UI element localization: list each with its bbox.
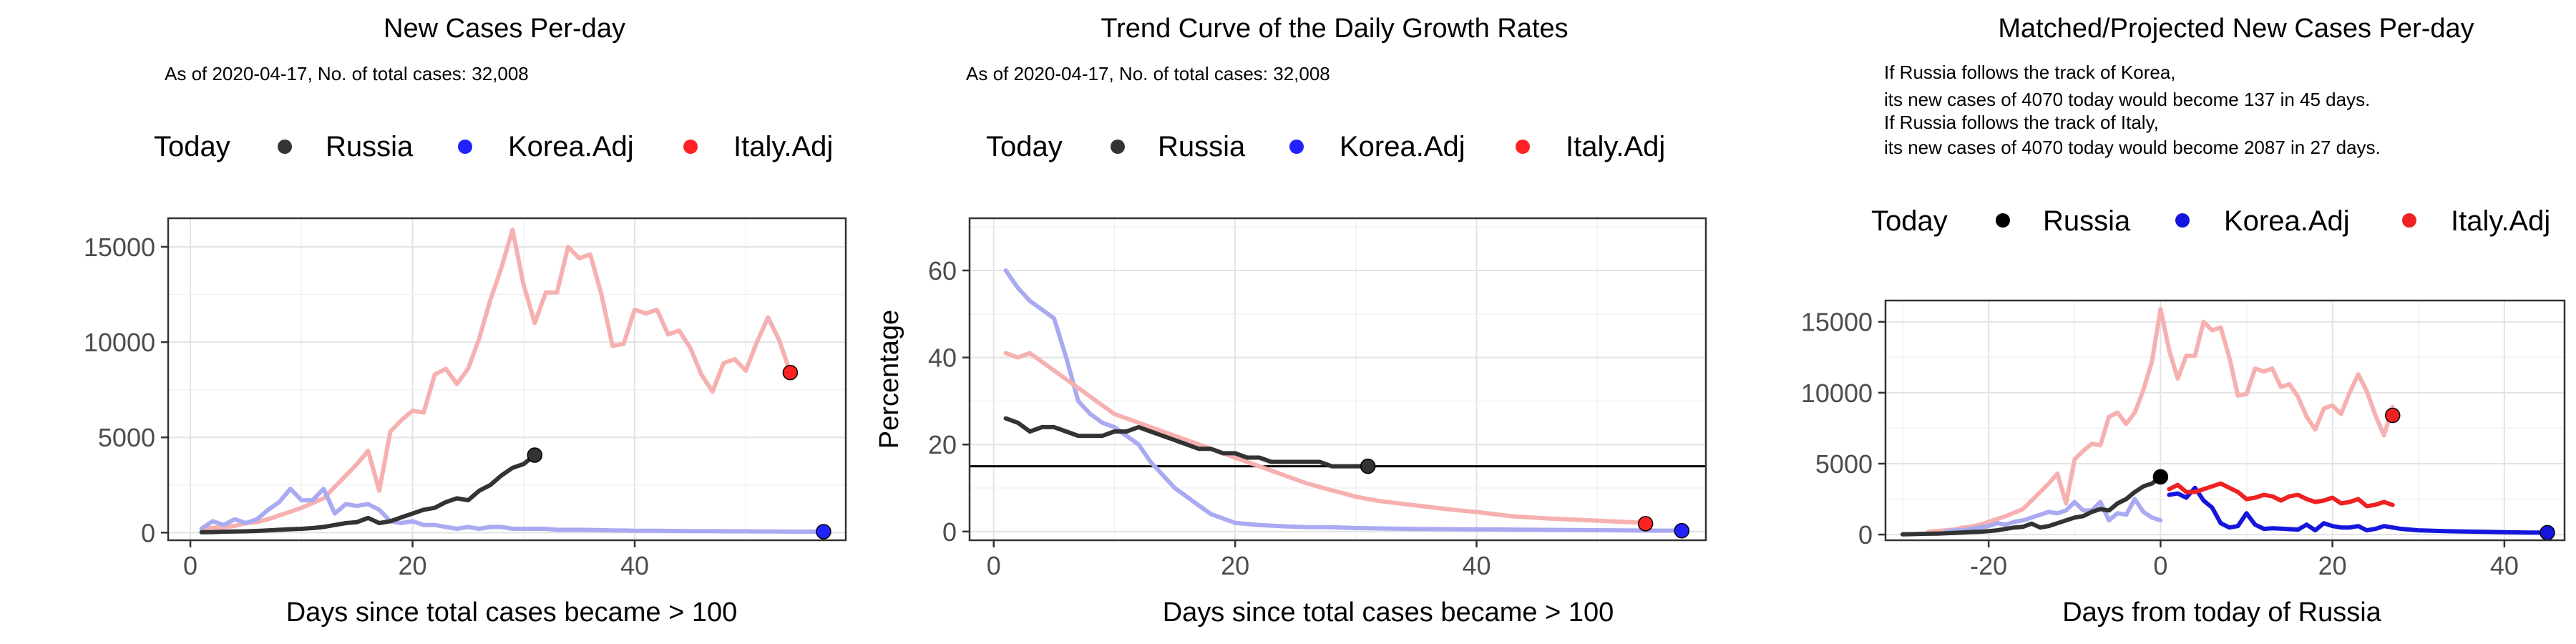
- today-point-italy-adj: [1637, 516, 1654, 532]
- x-tick-label: 20: [1221, 551, 1249, 580]
- legend: Today Russia Korea.Adj Italy.Adj: [986, 131, 1665, 162]
- today-point-korea-adj: [1674, 522, 1690, 539]
- plot-border: [167, 217, 847, 542]
- plot-area: 0 20 40 0 5000 10000 15000: [84, 217, 847, 580]
- legend-marker-italy: [2402, 213, 2416, 228]
- x-tick-label: 40: [620, 551, 649, 580]
- x-tick-label: 0: [987, 551, 1001, 580]
- legend-title: Today: [986, 131, 1063, 162]
- x-tick-label: 0: [183, 551, 197, 580]
- series-line-russia: [199, 453, 537, 535]
- legend-title: Today: [154, 131, 230, 162]
- chart-title: Matched/Projected New Cases Per-day: [1998, 14, 2474, 44]
- today-point-russia: [1360, 458, 1376, 474]
- grid: [1885, 301, 2565, 540]
- legend-marker-russia: [278, 140, 292, 154]
- legend-label-italy: Italy.Adj: [2451, 205, 2550, 237]
- x-tick-label: 40: [2490, 551, 2519, 580]
- legend-marker-korea: [2175, 213, 2190, 228]
- y-tick-label: 40: [928, 343, 957, 373]
- y-tick-label: 15000: [84, 233, 155, 262]
- y-tick-label: 10000: [1801, 379, 1873, 408]
- today-point-italy-adj: [2384, 407, 2401, 424]
- y-tick-label: 0: [1858, 520, 1873, 550]
- y-tick-label: 20: [928, 430, 957, 459]
- today-point-italy-adj: [782, 364, 799, 381]
- series-line-russia: [1003, 416, 1370, 469]
- subtitle-line: its new cases of 4070 today would become…: [1884, 137, 2381, 158]
- subtitle-line: If Russia follows the track of Italy,: [1884, 112, 2159, 133]
- y-tick-label: 5000: [1815, 449, 1873, 479]
- today-point-korea-adj: [816, 524, 831, 540]
- series-line-italy-adj-history: [1926, 306, 2395, 535]
- legend-marker-korea: [458, 140, 472, 154]
- legend-label-korea: Korea.Adj: [508, 131, 634, 162]
- series-line-korea-adj: [199, 487, 826, 534]
- y-tick-label: 0: [141, 518, 155, 547]
- plot-area: -20 0 20 40 0 5000 10000 15000: [1801, 299, 2566, 580]
- legend-title: Today: [1871, 205, 1948, 237]
- legend: Today Russia Korea.Adj Italy.Adj: [1871, 205, 2550, 237]
- y-axis-label: Percentage: [874, 310, 904, 449]
- plot-area: 0 20 40 0 20 40 60: [928, 217, 1707, 580]
- series-line-korea-adj: [2167, 485, 2550, 535]
- grid: [168, 218, 846, 540]
- today-point-russia: [2152, 469, 2169, 485]
- chart-subtitle: If Russia follows the track of Korea, it…: [1884, 62, 2381, 158]
- y-tick-label: 5000: [98, 423, 155, 452]
- legend-label-italy: Italy.Adj: [1566, 131, 1665, 162]
- legend-marker-italy: [1516, 140, 1530, 154]
- plot-border: [1884, 299, 2566, 542]
- legend-label-italy: Italy.Adj: [733, 131, 833, 162]
- chart-growth-rates: Trend Curve of the Daily Growth Rates As…: [874, 14, 1707, 628]
- x-axis-label: Days since total cases became > 100: [286, 597, 738, 628]
- series-line-italy-adj: [2167, 481, 2395, 509]
- x-tick-label: 0: [2153, 551, 2167, 580]
- x-axis-label: Days from today of Russia: [2062, 597, 2381, 628]
- plot-border: [968, 217, 1707, 542]
- y-tick-label: 15000: [1801, 308, 1873, 337]
- x-tick-label: 20: [2318, 551, 2347, 580]
- legend: Today Russia Korea.Adj Italy.Adj: [154, 131, 833, 162]
- chart-new-cases-per-day: New Cases Per-day As of 2020-04-17, No. …: [84, 14, 847, 628]
- y-tick-label: 0: [942, 517, 957, 547]
- x-axis-label: Days since total cases became > 100: [1163, 597, 1614, 628]
- legend-label-russia: Russia: [1158, 131, 1246, 162]
- legend-marker-korea: [1289, 140, 1304, 154]
- y-tick-label: 60: [928, 256, 957, 286]
- subtitle-line: its new cases of 4070 today would become…: [1884, 89, 2370, 110]
- series-line-italy-adj: [1003, 351, 1648, 525]
- legend-label-korea: Korea.Adj: [1340, 131, 1465, 162]
- legend-label-korea: Korea.Adj: [2224, 205, 2350, 237]
- series-line-korea-adj-history: [1943, 497, 2163, 535]
- chart-title: Trend Curve of the Daily Growth Rates: [1101, 14, 1568, 44]
- chart-subtitle: As of 2020-04-17, No. of total cases: 32…: [966, 63, 1330, 84]
- x-tick-label: 20: [399, 551, 427, 580]
- legend-label-russia: Russia: [2043, 205, 2131, 237]
- today-point-russia: [527, 447, 543, 463]
- today-point-korea-adj: [2540, 525, 2555, 541]
- chart-matched-projected: Matched/Projected New Cases Per-day If R…: [1801, 14, 2566, 628]
- legend-marker-russia: [1111, 140, 1125, 154]
- x-tick-label: -20: [1970, 551, 2007, 580]
- legend-marker-italy: [683, 140, 698, 154]
- y-tick-label: 10000: [84, 328, 155, 357]
- chart-subtitle: As of 2020-04-17, No. of total cases: 32…: [165, 63, 529, 84]
- chart-title: New Cases Per-day: [384, 14, 625, 44]
- subtitle-line: If Russia follows the track of Korea,: [1884, 62, 2176, 83]
- series-line-korea-adj: [1003, 268, 1684, 533]
- series-line-russia: [1901, 474, 2163, 537]
- x-tick-label: 40: [1462, 551, 1491, 580]
- legend-marker-russia: [1996, 213, 2010, 228]
- series-line-italy-adj: [199, 228, 793, 531]
- legend-label-russia: Russia: [326, 131, 414, 162]
